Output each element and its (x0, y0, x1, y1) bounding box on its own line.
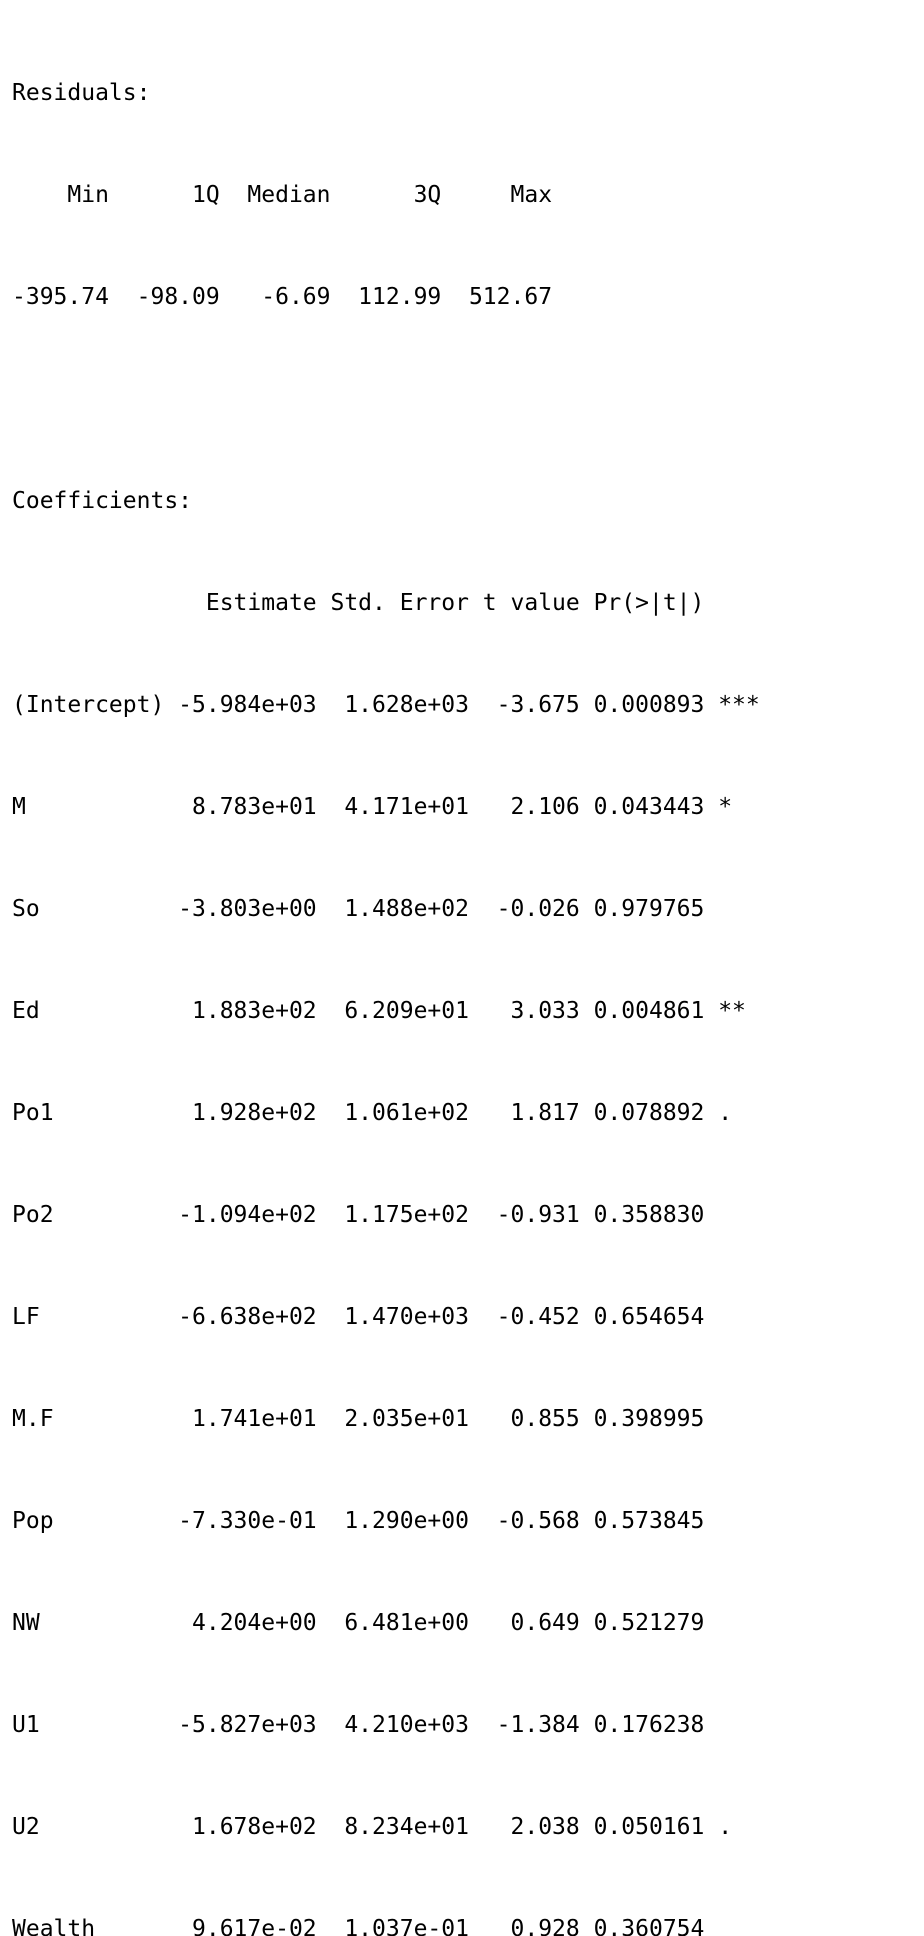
residuals-column-headers: Min 1Q Median 3Q Max (12, 182, 553, 208)
coef-row-so: So -3.803e+00 1.488e+02 -0.026 0.979765 (12, 896, 760, 922)
coef-row-u2: U2 1.678e+02 8.234e+01 2.038 0.050161 . (12, 1814, 760, 1840)
coef-row-wealth: Wealth 9.617e-02 1.037e-01 0.928 0.36075… (12, 1916, 760, 1936)
coef-row-intercept: (Intercept) -5.984e+03 1.628e+03 -3.675 … (12, 692, 760, 718)
coefficients-header: Coefficients: (12, 488, 193, 514)
coef-row-u1: U1 -5.827e+03 4.210e+03 -1.384 0.176238 (12, 1712, 760, 1738)
coef-row-lf: LF -6.638e+02 1.470e+03 -0.452 0.654654 (12, 1304, 760, 1330)
coef-row-ed: Ed 1.883e+02 6.209e+01 3.033 0.004861 ** (12, 998, 760, 1024)
coefficients-column-headers: Estimate Std. Error t value Pr(>|t|) (12, 590, 760, 616)
residuals-values: -395.74 -98.09 -6.69 112.99 512.67 (12, 284, 553, 310)
console-output: Residuals: Min 1Q Median 3Q Max -395.74 … (12, 8, 871, 1936)
coef-row-po1: Po1 1.928e+02 1.061e+02 1.817 0.078892 . (12, 1100, 760, 1126)
coef-row-po2: Po2 -1.094e+02 1.175e+02 -0.931 0.358830 (12, 1202, 760, 1228)
coef-row-nw: NW 4.204e+00 6.481e+00 0.649 0.521279 (12, 1610, 760, 1636)
coef-row-m: M 8.783e+01 4.171e+01 2.106 0.043443 * (12, 794, 760, 820)
blank-line (12, 382, 871, 416)
coef-row-pop: Pop -7.330e-01 1.290e+00 -0.568 0.573845 (12, 1508, 760, 1534)
coef-row-mf: M.F 1.741e+01 2.035e+01 0.855 0.398995 (12, 1406, 760, 1432)
residuals-header: Residuals: (12, 80, 151, 106)
